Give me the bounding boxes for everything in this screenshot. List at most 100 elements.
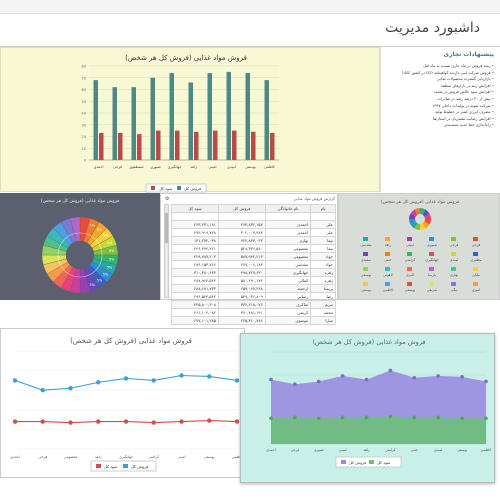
table-caption: گزارش فروش مواد غذایی (293, 196, 335, 201)
info-panel-title: پیشنهادات تجاری (443, 51, 494, 58)
filter-cell[interactable] (310, 212, 336, 221)
column-header[interactable]: سود کل (171, 204, 219, 213)
info-list-item: مصرف انرژی کمتر در خطوط تولید (386, 109, 494, 116)
table-row[interactable]: سارا موسوی ۲۲۵,۳۱۰,۷۸۶ ۲۷۷,۱۰۱,۲۸۵ (171, 316, 336, 325)
table-row[interactable]: نیما بهاری ۶۲۲,۸۴۳,۰۲۳ ۱۳۱,۲۷۲,۰۳۸ (171, 236, 336, 245)
column-header[interactable]: نام (310, 204, 336, 213)
table-row[interactable]: علی احمدی ۲۷۳,۸۳۲,۱۵۷ ۲۶۳,۲۳۱,۱۸۱ (171, 220, 336, 229)
legend-label: امینی (406, 243, 414, 247)
bar-x-tick: امیدی (227, 165, 236, 169)
table-row[interactable]: رضا رضایی ۵۴۷,۰۳۶,۸۰۹ ۲۹۶,۵۴۴,۵۳۲ (171, 292, 336, 301)
area-x-tick: فرخی (291, 448, 300, 452)
table-cell: ۲۸۸,۶۸۱,۷۳۳ (171, 284, 219, 293)
bar-sales (188, 82, 193, 160)
area-point (388, 368, 393, 373)
info-panel: پیشنهادات تجاری رشد فروش در ماه جاری نسب… (380, 47, 500, 192)
bar-profit (118, 132, 123, 160)
area-x-tick: احمدی (266, 448, 275, 452)
area-point (316, 416, 321, 421)
bar-profit (270, 132, 275, 160)
legend-label: لاهوتی (383, 273, 393, 277)
info-list-item: افزایش سود خالص فروش در شعب (386, 89, 494, 96)
table-row[interactable]: نیما معصومی ۵۲۸,۳۳۶,۵۶۰ ۲۴۶,۴۷۴,۷۲۱ (171, 244, 336, 253)
area-legend-box (335, 456, 402, 468)
legend-profit-label: سود کل (159, 186, 173, 191)
table-cell: مریم (310, 300, 336, 309)
area-x-tick: کاظمی (481, 448, 492, 452)
line-point (207, 374, 212, 379)
table-cell: ۴۹۸,۷۲۷,۶۳۰ (217, 268, 266, 277)
table-cell: بهاری (264, 236, 312, 245)
table-cell: ۲۴۶,۴۷۴,۷۲۱ (171, 244, 219, 253)
table-header-row: نام نام خانوادگی فروش کل سود کل (171, 204, 336, 213)
area-x-tick: جنتی (411, 448, 418, 452)
line-point (40, 388, 45, 393)
line-point (68, 420, 73, 425)
legend-grid-chart: فروش مواد غذایی (فروش کل هر شخص) فرحی فرخ… (360, 199, 481, 292)
line-point (179, 419, 184, 424)
table-cell: ۵۸۰,۲۹۰,۱۷۴ (217, 276, 266, 285)
filter-cell[interactable] (217, 212, 266, 221)
table-cell: جهانگیری (264, 268, 312, 277)
table-row[interactable]: زهره جهانگیری ۴۹۸,۷۲۷,۶۳۰ ۳۱۰,۳۸۰,۶۳۴ (171, 268, 336, 277)
line-x-tick: جهانگیری (119, 454, 133, 459)
legend-label: فرحی (472, 243, 481, 247)
line-chart: فروش مواد غذایی (فروش کل هر شخص) احمدی فر… (10, 337, 243, 472)
donut-slice-label: 5% (107, 241, 113, 245)
area-chart-title: فروش مواد غذایی (فروش کل هر شخص) (312, 338, 425, 346)
filter-cell[interactable] (171, 212, 219, 221)
legend-swatch (451, 267, 456, 271)
bar-profit (99, 132, 104, 160)
table-row[interactable]: جواد مقدسی ۲۷۷,۰۰۶,۱۸۳ ۲۸۴,۱۵۳,۷۶۶ (171, 260, 336, 269)
legend-swatch (473, 237, 478, 241)
bar-x-tick: جهانگیری (168, 164, 182, 169)
column-header[interactable]: نام خانوادگی (264, 204, 312, 213)
header-divider (0, 46, 500, 47)
legend-label: کاظمی (383, 288, 394, 292)
legend-label: جهانگیری (425, 257, 438, 262)
table-cell: محمد (310, 308, 336, 317)
legend-label: شریفی (427, 288, 438, 292)
table-scrollbar[interactable] (164, 204, 169, 298)
bar-profit (156, 130, 161, 160)
legend-swatch (407, 282, 412, 286)
table-row[interactable]: مریم شاکری ۳۳۶,۲۱۸,۰۷۶ ۲۲۵,۸۰۰,۳۰۸ (171, 300, 336, 309)
table-row[interactable]: زهره کمالی ۵۸۰,۲۹۰,۱۷۴ ۲۸۷,۹۶۴,۵۲۴ (171, 276, 336, 285)
table-cell: ۲۵۹,۰۶۷,۲۴۸ (217, 284, 266, 293)
bar-sales (245, 73, 250, 160)
filter-cell[interactable] (264, 212, 312, 221)
line-point (123, 376, 129, 381)
sales-table: نام نام خانوادگی فروش کل سود کل علی احمدی… (171, 204, 336, 325)
gear-icon[interactable]: ⚙ (165, 196, 170, 202)
line-x-tick: کاظمی (232, 455, 243, 459)
table-cell: ۲۲۵,۸۰۰,۳۰۸ (171, 300, 219, 309)
line-point (207, 418, 212, 423)
table-row[interactable]: علی احمدی ۳۰۲,۰۰۷,۴۸۳ ۲۷۳,۹۱۹,۷۲۸ (171, 228, 336, 237)
legend-label: کرامتی (405, 258, 416, 262)
info-list: رشد فروش در ماه جاری نسبت به ماه قبل فرو… (386, 63, 494, 129)
line-point (40, 419, 45, 424)
table-cell: ۲۸۴,۱۵۳,۷۶۶ (171, 260, 219, 269)
line-chart-panel: فروش مواد غذایی (فروش کل هر شخص) احمدی فر… (0, 328, 245, 478)
info-list-item: بیش از ۳۰ درصد رشد در صادرات (386, 96, 494, 103)
column-header[interactable]: فروش کل (217, 204, 266, 213)
table-cell: زهره (310, 276, 336, 285)
line-point (234, 378, 240, 383)
legend-label: سعیدی (361, 258, 371, 262)
table-row[interactable]: محمد کریمی ۳۷۰,۴۸۱,۱۴۱ ۲۶۱,۱۰۴,۰۸۲ (171, 308, 336, 317)
bar-y-tick: 80 (82, 65, 86, 69)
legend-swatch (429, 267, 434, 271)
legend-label: اکبری (406, 273, 414, 277)
line-point (179, 373, 184, 378)
scrollbar-thumb[interactable] (165, 213, 168, 243)
line-x-tick: یوسفی (204, 455, 215, 459)
legend-label: صبوری (427, 243, 437, 247)
legend-label: امیری (472, 288, 481, 292)
table-row[interactable]: جواد معصومی ۵۸۷,۹۴۲,۲۱۳ ۲۲۹,۷۸۷,۲۰۳ (171, 252, 336, 261)
table-row[interactable]: پریسا ارجمند ۲۵۹,۰۶۷,۲۴۸ ۲۸۸,۶۸۱,۷۳۳ (171, 284, 336, 293)
bar-x-tick: کاظمی (264, 165, 275, 169)
legend-swatch (385, 237, 390, 241)
line-x-tick: احمدی (10, 455, 20, 459)
area-x-tick: صبوری (314, 448, 324, 452)
line-point (12, 419, 18, 424)
